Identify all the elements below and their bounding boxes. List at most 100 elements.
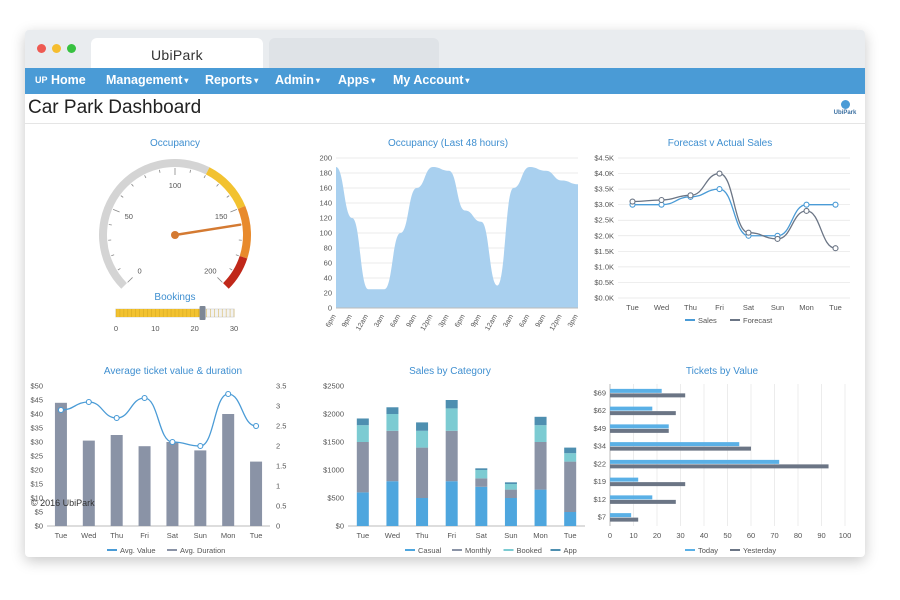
stacked-bar-segment: [445, 400, 458, 409]
x-tick-label: Tue: [564, 531, 577, 540]
y-tick-label: $34: [593, 442, 606, 451]
x-tick-label: 6am: [518, 313, 531, 328]
hbar: [610, 442, 740, 447]
y-tick-label: $3.5K: [594, 185, 614, 194]
bar: [110, 435, 123, 526]
stacked-bar-segment: [564, 453, 577, 462]
chart-title: Tickets by Value: [686, 366, 759, 377]
x-tick-label: 0: [608, 531, 612, 540]
x-tick-label: 90: [817, 531, 825, 540]
y-tick-label: 0: [328, 304, 332, 313]
y-tick-label-left: $25: [30, 452, 43, 461]
x-tick-label: 60: [747, 531, 755, 540]
x-tick-label: Sun: [771, 303, 784, 312]
stacked-bar-segment: [475, 470, 488, 479]
gauge-tick: [111, 254, 115, 257]
nav-home[interactable]: Home: [51, 73, 86, 87]
data-point: [803, 201, 810, 208]
x-tick-label: 80: [794, 531, 802, 540]
bar: [194, 450, 207, 526]
slider-tick-label: 0: [114, 324, 118, 333]
x-tick-label: 10: [629, 531, 637, 540]
stacked-bar-segment: [504, 484, 517, 490]
series-line: [60, 393, 257, 447]
minimize-window-button[interactable]: [52, 44, 61, 53]
x-tick-label: Tue: [626, 303, 639, 312]
x-tick-label: 9pm: [341, 313, 354, 328]
stacked-bar-segment: [445, 481, 458, 526]
nav-my-account[interactable]: My Account ▾: [393, 73, 469, 87]
x-tick-label: 70: [770, 531, 778, 540]
y-tick-label: $1.5K: [594, 247, 614, 256]
y-tick-label-left: $30: [30, 438, 43, 447]
data-point: [629, 198, 636, 205]
tickets-by-value-chart: Tickets by Value 0 10 20 30 40 50 60 70 80 90 100 $6…: [593, 366, 851, 555]
stacked-bar-segment: [386, 407, 399, 414]
browser-tab-title: UbiPark: [151, 47, 203, 63]
x-tick-label: Thu: [684, 303, 697, 312]
area-series: [336, 167, 578, 308]
stacked-bar-segment: [445, 408, 458, 431]
gauge-tick: [226, 195, 230, 198]
legend-label: App: [564, 546, 577, 555]
y-tick-label: $19: [593, 477, 606, 486]
x-tick-label: Tue: [250, 531, 263, 540]
y-tick-label-right: 1: [276, 482, 280, 491]
x-tick-label: Fri: [715, 303, 724, 312]
hbar: [610, 517, 639, 522]
series-line: [632, 188, 836, 237]
data-point: [658, 196, 665, 204]
legend-label: Casual: [418, 546, 442, 555]
nav-apps[interactable]: Apps ▾: [338, 73, 375, 87]
data-point: [225, 390, 232, 398]
y-tick-label: $12: [593, 495, 606, 504]
gauge-tick: [117, 268, 121, 271]
hbar: [610, 477, 639, 482]
chevron-down-icon: ▾: [315, 76, 320, 85]
logo-mark-icon: [840, 100, 850, 109]
stacked-bar-segment: [534, 442, 547, 490]
gauge-tick: [203, 175, 206, 179]
hbar: [610, 424, 669, 429]
nav-reports[interactable]: Reports ▾: [205, 73, 258, 87]
y-tick-label: $22: [593, 459, 606, 468]
y-tick-label-left: $10: [30, 494, 43, 503]
y-tick-label: $1000: [323, 466, 344, 475]
browser-tab-active[interactable]: UbiPark: [91, 38, 263, 68]
slider-tick-label: 20: [190, 324, 198, 333]
stacked-bar-segment: [356, 492, 369, 526]
nav-management[interactable]: Management ▾: [106, 73, 188, 87]
y-tick-label: $0.0K: [594, 294, 614, 303]
gauge-tick-label: 150: [215, 212, 228, 221]
data-point: [745, 229, 752, 236]
legend-label: Sales: [698, 316, 717, 325]
avg-ticket-chart: Average ticket value & duration $0 $5 $10 $1…: [30, 366, 286, 555]
close-window-button[interactable]: [37, 44, 46, 53]
y-tick-label: 20: [324, 289, 332, 298]
stacked-bar-segment: [416, 422, 429, 431]
gauge-tick: [144, 175, 147, 179]
x-tick-label: Sun: [504, 531, 517, 540]
y-tick-label: $0.5K: [594, 278, 614, 287]
x-tick-label: 50: [723, 531, 731, 540]
hbar: [610, 411, 676, 416]
x-tick-label: Mon: [533, 531, 548, 540]
y-tick-label: 120: [319, 214, 332, 223]
maximize-window-button[interactable]: [67, 44, 76, 53]
y-tick-label: $1.0K: [594, 262, 614, 271]
chart-title: Sales by Category: [409, 366, 491, 377]
y-tick-label-left: $20: [30, 466, 43, 475]
nav-admin[interactable]: Admin ▾: [275, 73, 320, 87]
data-point: [141, 394, 148, 402]
occupancy-gauge-chart: Occupancy 0 50 100 150 200 Bookings 0 10 20 30: [99, 138, 251, 333]
y-tick-label: $69: [593, 388, 606, 397]
data-point: [774, 235, 781, 242]
brand-logo-icon[interactable]: UP: [35, 75, 48, 85]
chart-title: Occupancy: [150, 138, 200, 149]
x-tick-label: 12pm: [549, 313, 564, 332]
x-tick-label: 30: [676, 531, 684, 540]
browser-tab-inactive[interactable]: [269, 38, 439, 68]
x-tick-label: 12pm: [420, 313, 435, 332]
y-tick-label-right: 2.5: [276, 422, 286, 431]
chart-title: Occupancy (Last 48 hours): [388, 138, 508, 149]
